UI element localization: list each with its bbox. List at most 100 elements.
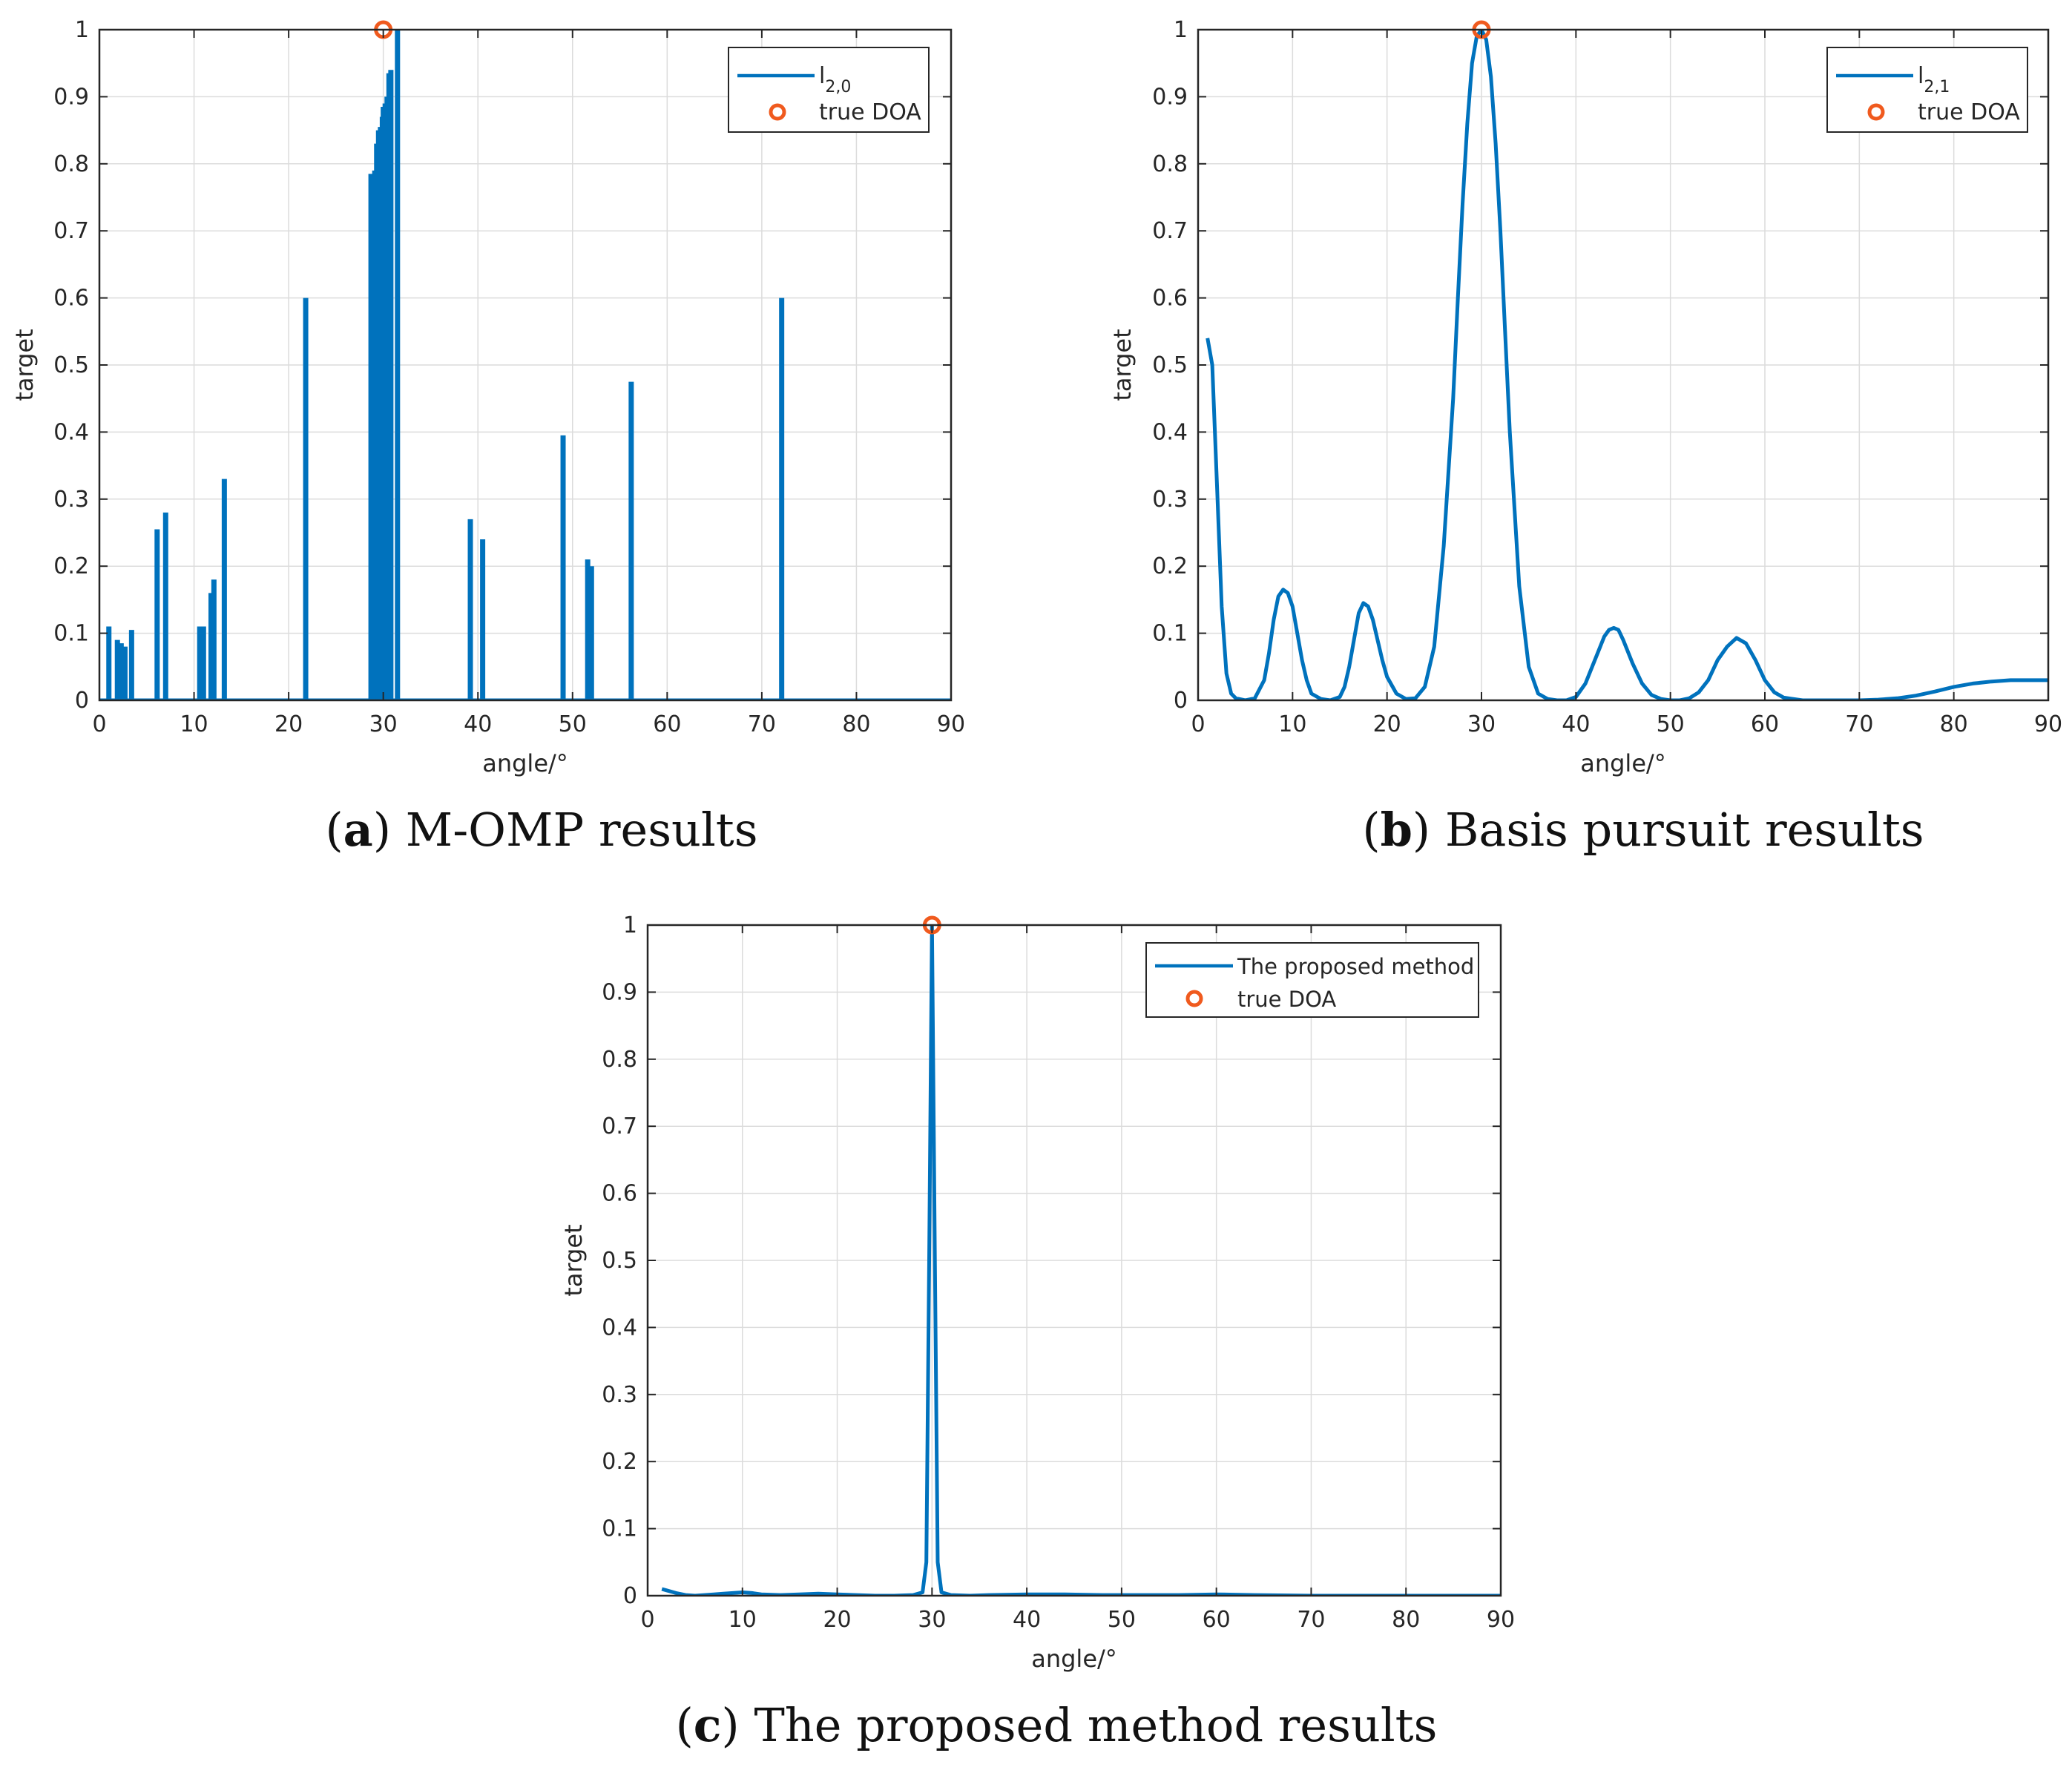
x-axis-label: angle/° [1031,1645,1117,1673]
x-tick-label: 0 [640,1607,654,1633]
y-tick-label: 0.2 [1152,553,1188,579]
y-tick-label: 1 [75,17,89,43]
y-tick-label: 0.6 [602,1181,637,1207]
legend-entry-name: l [1918,63,1924,89]
y-tick-label: 0.3 [602,1382,637,1408]
y-axis-label: target [1108,329,1137,401]
y-tick-label: 1 [1174,17,1188,43]
x-tick-label: 60 [653,711,681,737]
x-tick-label: 50 [559,711,587,737]
caption-text: The proposed method results [754,1698,1437,1752]
legend-box [1145,942,1479,1018]
caption: (a) M-OMP results [325,803,757,857]
y-tick-label: 0.5 [53,352,89,378]
legend-entry-subscript: 2,1 [1924,78,1950,96]
x-tick-label: 70 [1845,711,1873,737]
x-tick-label: 70 [748,711,776,737]
legend-marker-swatch [1185,990,1203,1007]
caption: (b) Basis pursuit results [1362,803,1924,857]
x-tick-label: 80 [1940,711,1968,737]
legend: l2,1 true DOA [1826,47,2028,133]
y-tick-label: 0.1 [53,621,89,647]
caption-text: Basis pursuit results [1445,803,1924,857]
series-group [1206,30,2048,700]
x-axis-label: angle/° [1580,749,1666,777]
y-tick-label: 1 [623,912,637,938]
y-tick-label: 0 [623,1583,637,1609]
y-tick-label: 0.8 [53,151,89,177]
x-tick-label: 10 [180,711,208,737]
x-axis-label: angle/° [482,749,568,777]
y-tick-label: 0.2 [602,1449,637,1475]
x-tick-label: 30 [369,711,398,737]
y-tick-labels: 0 0.1 0.2 0.3 0.4 0.5 0.6 0.7 0.8 0.9 1 [1152,17,1188,714]
caption-letter: b [1381,803,1412,857]
y-tick-label: 0.7 [602,1114,637,1139]
panel-a: 0 10 20 30 40 50 60 70 80 90 0 0.1 0.2 0… [10,17,965,857]
x-tick-label: 80 [1392,1607,1420,1633]
y-tick-label: 0.9 [602,979,637,1005]
y-tick-label: 0.6 [1152,286,1188,312]
x-tick-label: 80 [842,711,870,737]
x-tick-label: 20 [274,711,303,737]
y-tick-label: 0.9 [53,84,89,110]
tick-group [1197,29,2049,701]
x-tick-label: 30 [918,1607,946,1633]
y-tick-label: 0.8 [602,1047,637,1073]
x-tick-label: 60 [1203,1607,1231,1633]
x-tick-label: 60 [1751,711,1779,737]
x-tick-label: 30 [1467,711,1496,737]
legend-entry-label: true DOA [819,99,921,125]
y-tick-label: 0.3 [53,487,89,513]
legend: The proposed method true DOA [1145,942,1479,1018]
x-tick-label: 40 [1562,711,1590,737]
y-tick-label: 0.1 [602,1516,637,1542]
y-tick-label: 0.4 [1152,419,1188,445]
legend-entry-label: true DOA [1237,987,1336,1012]
legend-entry-label: true DOA [1918,99,2020,125]
tick-group [647,924,1502,1596]
caption-text: M-OMP results [406,803,758,857]
x-tick-label: 70 [1297,1607,1325,1633]
x-tick-labels: 0 10 20 30 40 50 60 70 80 90 [92,711,965,737]
x-tick-label: 0 [1191,711,1205,737]
x-tick-labels: 0 10 20 30 40 50 60 70 80 90 [1191,711,2062,737]
y-tick-label: 0.6 [53,286,89,312]
x-tick-label: 10 [729,1607,757,1633]
y-tick-label: 0.2 [53,553,89,579]
x-tick-label: 20 [823,1607,851,1633]
tick-group [99,29,952,701]
y-tick-label: 0.4 [53,419,89,445]
x-tick-label: 0 [92,711,106,737]
x-tick-label: 90 [1487,1607,1515,1633]
legend-entry-subscript: 2,0 [825,78,851,96]
legend-entry-label: The proposed method [1237,954,1474,979]
legend-entry-name: l [819,63,825,89]
series-group [99,30,951,700]
y-tick-label: 0 [1174,688,1188,714]
legend: l2,0 true DOA [728,47,930,133]
y-axis-label: target [10,329,39,401]
x-tick-label: 50 [1108,1607,1136,1633]
legend-box [728,47,930,133]
panel-b: 0 10 20 30 40 50 60 70 80 90 0 0.1 0.2 0… [1108,17,2062,857]
legend-marker-swatch [769,103,786,121]
y-tick-label: 0.5 [602,1248,637,1274]
x-tick-label: 90 [937,711,965,737]
y-tick-label: 0.8 [1152,151,1188,177]
y-tick-label: 0 [75,688,89,714]
x-tick-label: 10 [1278,711,1306,737]
x-tick-label: 20 [1373,711,1401,737]
y-tick-label: 0.1 [1152,621,1188,647]
x-tick-labels: 0 10 20 30 40 50 60 70 80 90 [640,1607,1515,1633]
x-tick-label: 50 [1657,711,1685,737]
y-tick-label: 0.7 [1152,218,1188,244]
legend-entry-label: l2,0 [819,63,851,96]
legend-entry-label: l2,1 [1918,63,1950,96]
legend-box [1826,47,2028,133]
y-tick-label: 0.9 [1152,84,1188,110]
panel-c: 0 10 20 30 40 50 60 70 80 90 0 0.1 0.2 0… [559,912,1515,1752]
y-tick-labels: 0 0.1 0.2 0.3 0.4 0.5 0.6 0.7 0.8 0.9 1 [53,17,89,714]
caption-letter: a [343,803,373,857]
y-tick-label: 0.3 [1152,487,1188,513]
